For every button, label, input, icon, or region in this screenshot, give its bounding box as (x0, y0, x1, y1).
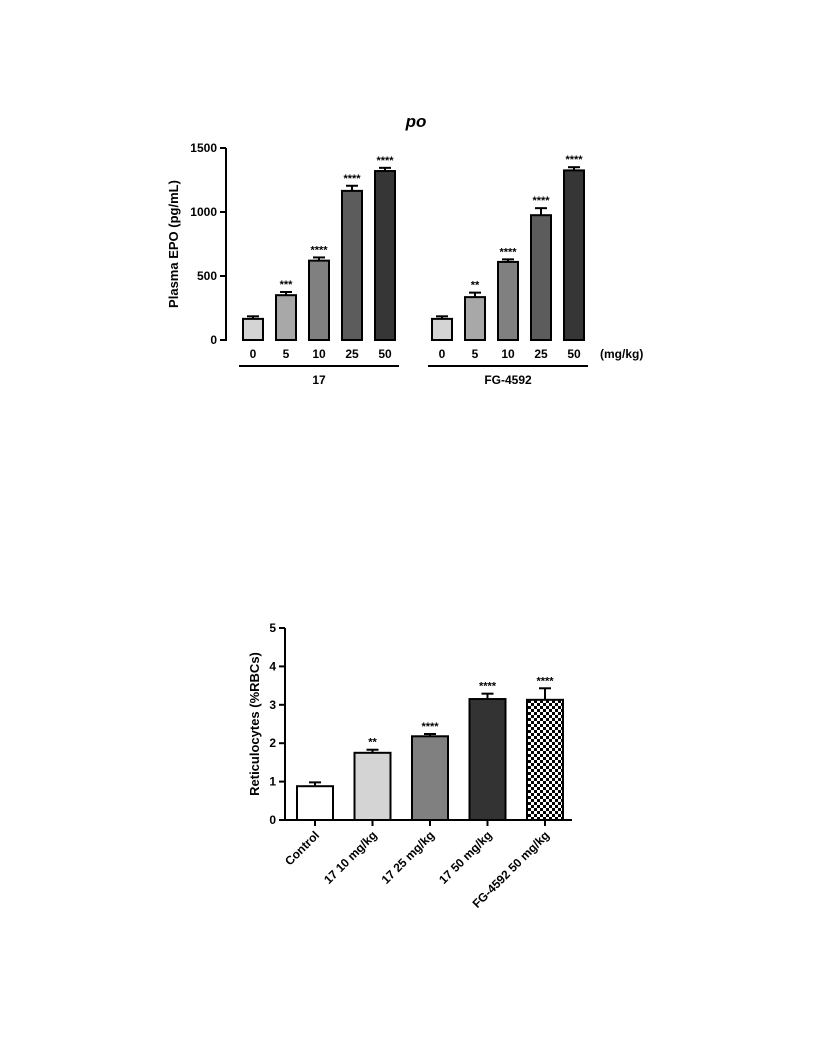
y-tick-label: 4 (269, 659, 276, 673)
significance-label: **** (532, 195, 550, 207)
x-tick-label: 17 50 mg/kg (436, 828, 494, 886)
significance-label: **** (565, 154, 583, 166)
y-tick-label: 5 (269, 621, 276, 635)
y-axis-label: Plasma EPO (pg/mL) (166, 180, 181, 308)
bar (468, 698, 507, 821)
significance-label: **** (421, 721, 439, 733)
y-tick-label: 0 (269, 813, 276, 827)
y-tick-label: 2 (269, 736, 276, 750)
bar (530, 214, 552, 341)
reticulocyte-chart: 0 1 2 3 4 5 Reticulocytes (%RBCs) Control ** 17 1… (0, 610, 816, 945)
epo-chart: po 0 500 1000 1500 Plasma EPO (pg/mL) 0 *** 5 ***… (0, 100, 816, 405)
reticulocyte-chart-svg: 0 1 2 3 4 5 Reticulocytes (%RBCs) Control ** 17 1… (247, 621, 572, 911)
x-tick-label: 50 (378, 347, 392, 361)
significance-label: **** (499, 246, 517, 258)
significance-label: *** (280, 279, 294, 291)
x-tick-label: 50 (567, 347, 581, 361)
bar (242, 317, 264, 342)
x-tick-label: 25 (345, 347, 359, 361)
x-tick-label: Control (282, 828, 322, 868)
bar (526, 698, 564, 821)
bar (563, 169, 585, 342)
bar (431, 317, 453, 342)
significance-label: **** (536, 675, 554, 687)
bar (275, 294, 297, 341)
group-label: FG-4592 (484, 373, 532, 387)
x-tick-label: 17 25 mg/kg (379, 828, 437, 886)
group-label: 17 (312, 373, 326, 387)
x-tick-label: 25 (534, 347, 548, 361)
chart-title: po (405, 112, 427, 131)
significance-label: ** (471, 280, 480, 292)
y-tick-label: 1000 (190, 205, 217, 219)
significance-label: **** (376, 155, 394, 167)
bar (353, 751, 392, 821)
significance-label: **** (343, 173, 361, 185)
unit-label: (mg/kg) (600, 347, 643, 361)
bar (497, 260, 519, 341)
bar (464, 296, 486, 341)
y-tick-label: 3 (269, 698, 276, 712)
y-axis-label: Reticulocytes (%RBCs) (247, 652, 262, 796)
significance-label: ** (368, 737, 377, 749)
bar (341, 189, 363, 341)
significance-label: **** (479, 681, 497, 693)
x-tick-label: 10 (501, 347, 515, 361)
bar (374, 170, 396, 342)
y-tick-label: 500 (197, 269, 217, 283)
significance-label: **** (310, 244, 328, 256)
bar (308, 259, 330, 341)
x-tick-label: 0 (250, 347, 257, 361)
bar (296, 785, 334, 821)
y-tick-label: 0 (210, 333, 217, 347)
y-tick-label: 1 (269, 775, 276, 789)
y-tick-label: 1500 (190, 141, 217, 155)
x-tick-label: 5 (283, 347, 290, 361)
x-tick-label: 5 (472, 347, 479, 361)
x-tick-label: 17 10 mg/kg (321, 828, 379, 886)
x-tick-label: 0 (439, 347, 446, 361)
x-tick-label: 10 (312, 347, 326, 361)
bar (411, 735, 449, 821)
